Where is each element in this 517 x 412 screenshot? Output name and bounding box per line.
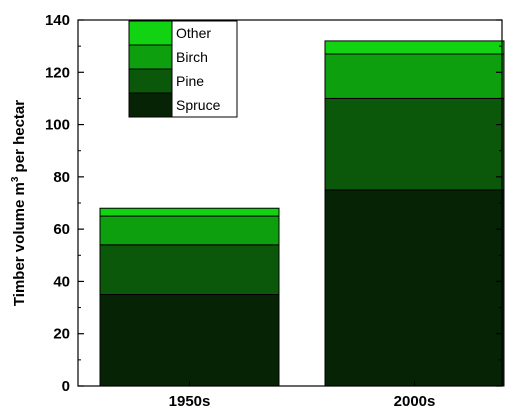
y-tick-label-100: 100: [45, 117, 70, 134]
bar-2000s-pine: [324, 97, 505, 191]
y-tick-label-120: 120: [45, 64, 70, 81]
legend-swatch-birch: [128, 44, 173, 70]
legend-label-pine: Pine: [176, 73, 204, 89]
x-tick-label-1950s: 1950s: [169, 393, 211, 410]
y-axis-title-superscript: 3: [10, 176, 21, 182]
y-tick-label-20: 20: [53, 326, 70, 343]
bar-2000s-spruce: [324, 189, 505, 387]
y-tick-label-0: 0: [62, 378, 70, 395]
legend-swatch-other: [128, 20, 173, 46]
legend: Other Birch Pine Spruce: [128, 20, 238, 118]
y-tick-label-60: 60: [53, 221, 70, 238]
x-axis: 1950s 2000s: [169, 381, 436, 410]
legend-label-spruce: Spruce: [176, 97, 221, 113]
y-tick-label-40: 40: [53, 273, 70, 290]
legend-swatch-spruce: [128, 92, 173, 118]
bar-1950s-birch: [99, 215, 280, 246]
y-axis-title: Timber volume m3 per hectar: [10, 100, 28, 306]
legend-label-other: Other: [176, 25, 211, 41]
y-axis: 0 20 40 60 80 100 120 140: [45, 12, 502, 395]
y-axis-title-tail: per hectar: [11, 100, 28, 177]
legend-label-birch: Birch: [176, 49, 208, 65]
x-tick-label-2000s: 2000s: [394, 393, 436, 410]
bar-2000s-birch: [324, 53, 505, 99]
plot-area: [99, 40, 505, 387]
bar-1950s-pine: [99, 244, 280, 295]
y-tick-label-140: 140: [45, 12, 70, 29]
y-axis-title-main: Timber volume m: [11, 182, 28, 306]
bar-1950s-spruce: [99, 294, 280, 387]
bar-2000s-other: [324, 40, 505, 55]
legend-swatch-pine: [128, 68, 173, 94]
bar-1950s-other: [99, 207, 280, 217]
y-tick-label-80: 80: [53, 169, 70, 186]
